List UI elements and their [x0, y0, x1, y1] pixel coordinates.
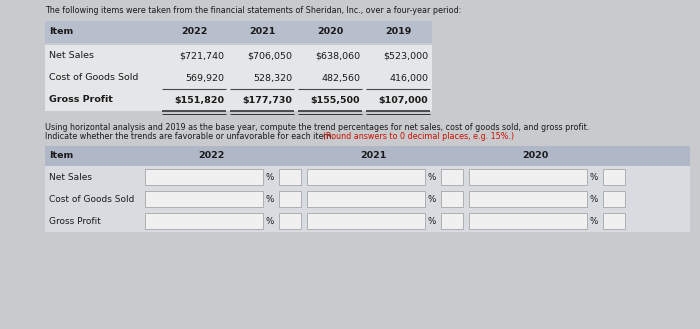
Text: Item: Item	[49, 28, 74, 37]
Text: %: %	[589, 194, 597, 204]
Text: $151,820: $151,820	[174, 95, 224, 105]
Text: Using horizontal analysis and 2019 as the base year, compute the trend percentag: Using horizontal analysis and 2019 as th…	[45, 123, 589, 132]
Text: 528,320: 528,320	[253, 73, 292, 83]
Text: 2022: 2022	[198, 151, 224, 161]
Text: Gross Profit: Gross Profit	[49, 95, 113, 105]
Bar	[469, 213, 587, 229]
Bar	[279, 169, 301, 185]
Bar	[603, 213, 625, 229]
Text: 2019: 2019	[385, 28, 411, 37]
Text: 2020: 2020	[522, 151, 548, 161]
Text: %: %	[427, 216, 435, 225]
Bar	[307, 191, 425, 207]
Text: $706,050: $706,050	[247, 52, 292, 61]
Text: Cost of Goods Sold: Cost of Goods Sold	[49, 73, 139, 83]
Text: 416,000: 416,000	[389, 73, 428, 83]
Text: %: %	[589, 172, 597, 182]
Bar	[603, 191, 625, 207]
Text: Gross Profit: Gross Profit	[49, 216, 101, 225]
Bar	[45, 21, 432, 43]
Bar	[145, 169, 263, 185]
Text: %: %	[427, 172, 435, 182]
Text: %: %	[265, 194, 274, 204]
Text: 482,560: 482,560	[321, 73, 360, 83]
Bar	[45, 67, 432, 89]
Bar	[45, 166, 690, 188]
Text: Indicate whether the trends are favorable or unfavorable for each item.: Indicate whether the trends are favorabl…	[45, 132, 337, 141]
Text: Net Sales: Net Sales	[49, 52, 94, 61]
Text: $107,000: $107,000	[379, 95, 428, 105]
Bar	[307, 169, 425, 185]
Bar	[279, 191, 301, 207]
Text: 2022: 2022	[181, 28, 207, 37]
Text: Item: Item	[49, 151, 74, 161]
Bar	[45, 210, 690, 232]
Text: The following items were taken from the financial statements of Sheridan, Inc., : The following items were taken from the …	[45, 6, 461, 15]
Text: %: %	[265, 172, 274, 182]
Text: $523,000: $523,000	[383, 52, 428, 61]
Text: (Round answers to 0 decimal places, e.g. 15%.): (Round answers to 0 decimal places, e.g.…	[323, 132, 514, 141]
Bar	[603, 169, 625, 185]
Text: $177,730: $177,730	[242, 95, 292, 105]
Bar	[441, 169, 463, 185]
Bar	[279, 213, 301, 229]
Text: Net Sales: Net Sales	[49, 172, 92, 182]
Text: $155,500: $155,500	[311, 95, 360, 105]
Text: 2021: 2021	[360, 151, 386, 161]
Bar	[469, 169, 587, 185]
Text: 2021: 2021	[248, 28, 275, 37]
Bar	[45, 89, 432, 111]
Text: $638,060: $638,060	[315, 52, 360, 61]
Bar	[307, 213, 425, 229]
Text: Cost of Goods Sold: Cost of Goods Sold	[49, 194, 134, 204]
Bar	[45, 188, 690, 210]
Bar	[45, 45, 432, 67]
Bar	[469, 191, 587, 207]
Text: 569,920: 569,920	[185, 73, 224, 83]
Bar	[145, 191, 263, 207]
Text: %: %	[589, 216, 597, 225]
Text: %: %	[265, 216, 274, 225]
Text: %: %	[427, 194, 435, 204]
Bar	[441, 213, 463, 229]
Bar	[45, 146, 690, 166]
Text: 2020: 2020	[317, 28, 343, 37]
Text: $721,740: $721,740	[179, 52, 224, 61]
Bar	[441, 191, 463, 207]
Bar	[145, 213, 263, 229]
